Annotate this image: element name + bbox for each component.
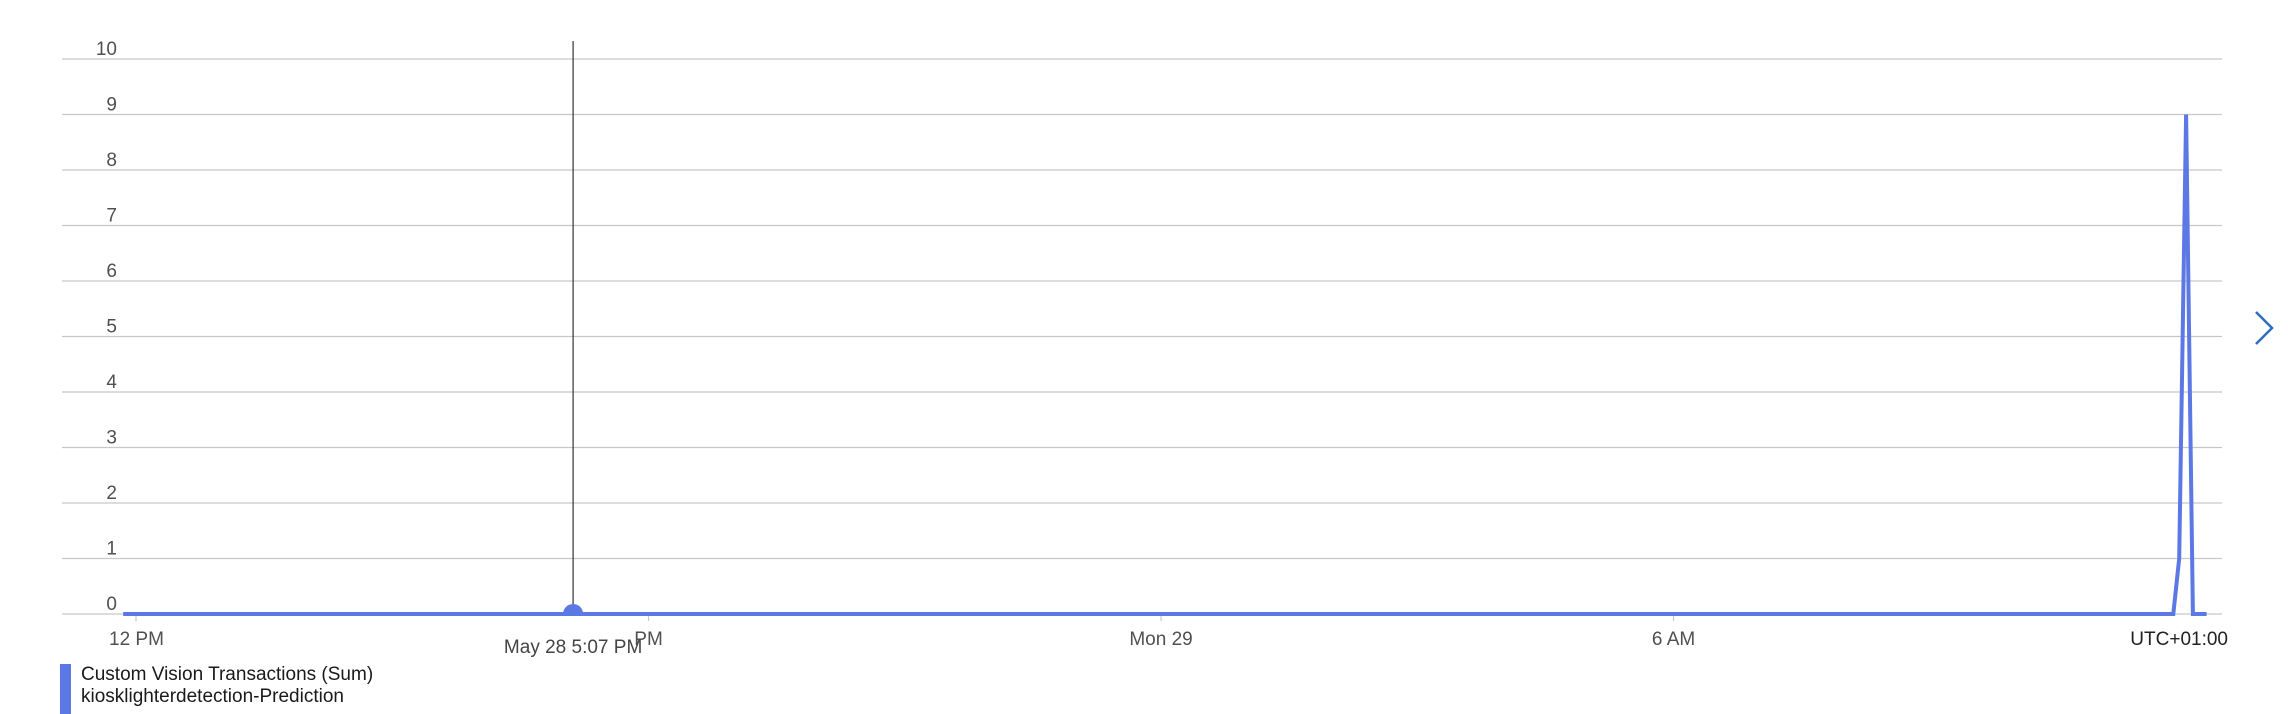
y-tick-label: 8 — [106, 150, 117, 171]
legend-color-swatch — [60, 664, 71, 714]
x-tick-label: PM — [634, 629, 663, 650]
cursor-time-label: May 28 5:07 PM — [504, 637, 642, 658]
x-axis-ticks: 12 PM PM Mon 29 6 AM — [109, 614, 1695, 650]
series-group — [123, 114, 2207, 616]
legend[interactable]: Custom Vision Transactions (Sum) kioskli… — [60, 664, 373, 714]
y-tick-label: 9 — [106, 95, 117, 116]
grid-lines — [62, 58, 2222, 615]
y-tick-label: 1 — [106, 539, 117, 560]
cursor-marker — [563, 604, 584, 614]
y-tick-label: 3 — [106, 428, 117, 449]
series-line — [123, 114, 2207, 616]
legend-series-name: Custom Vision Transactions (Sum) — [81, 664, 374, 685]
y-tick-label: 2 — [106, 483, 117, 504]
hover-cursor[interactable]: May 28 5:07 PM — [504, 41, 642, 658]
y-tick-label: 0 — [106, 594, 117, 615]
x-tick-label: 12 PM — [109, 629, 164, 650]
x-tick-label: Mon 29 — [1129, 629, 1192, 650]
y-tick-label: 10 — [96, 39, 117, 60]
y-tick-label: 5 — [106, 317, 117, 338]
y-tick-label: 6 — [106, 261, 117, 282]
x-tick-label: 6 AM — [1652, 629, 1695, 650]
y-tick-label: 4 — [106, 372, 117, 393]
legend-resource-name: kiosklighterdetection-Prediction — [81, 686, 344, 707]
timezone-label: UTC+01:00 — [2130, 629, 2228, 650]
chevron-right-icon[interactable] — [2252, 308, 2276, 348]
y-tick-label: 7 — [106, 206, 117, 227]
y-axis-ticks: 0 1 2 3 4 5 6 7 8 9 10 — [96, 39, 118, 615]
